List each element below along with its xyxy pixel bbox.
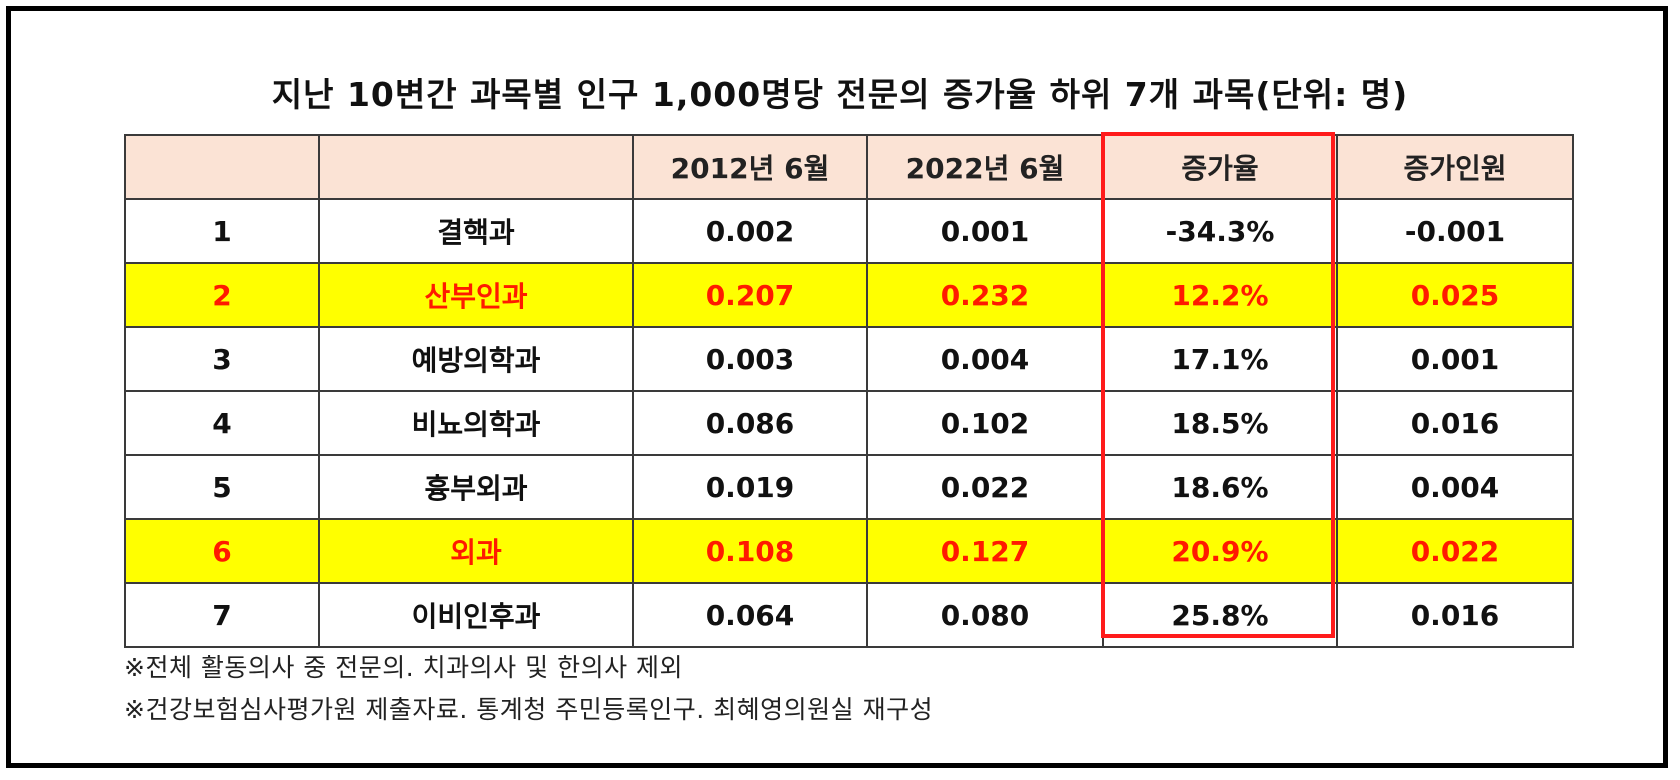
table-row: 3 예방의학과 0.003 0.004 17.1% 0.001 xyxy=(124,326,1574,392)
rank-cell: 5 xyxy=(124,454,320,520)
department-cell: 결핵과 xyxy=(318,198,634,264)
department-cell: 예방의학과 xyxy=(318,326,634,392)
department-cell: 비뇨의학과 xyxy=(318,390,634,456)
rate-cell: 20.9% xyxy=(1102,518,1338,584)
table-row: 4 비뇨의학과 0.086 0.102 18.5% 0.016 xyxy=(124,390,1574,456)
value-2022-cell: 0.022 xyxy=(866,454,1104,520)
rate-cell: 18.6% xyxy=(1102,454,1338,520)
header-cell-2012: 2012년 6월 xyxy=(632,134,868,200)
table-row-highlighted: 2 산부인과 0.207 0.232 12.2% 0.025 xyxy=(124,262,1574,328)
header-cell-name xyxy=(318,134,634,200)
department-cell: 이비인후과 xyxy=(318,582,634,648)
rate-cell: 25.8% xyxy=(1102,582,1338,648)
rank-cell: 2 xyxy=(124,262,320,328)
increase-cell: 0.016 xyxy=(1336,390,1574,456)
table-row: 1 결핵과 0.002 0.001 -34.3% -0.001 xyxy=(124,198,1574,264)
department-cell: 흉부외과 xyxy=(318,454,634,520)
rate-cell: -34.3% xyxy=(1102,198,1338,264)
value-2012-cell: 0.019 xyxy=(632,454,868,520)
table-row: 7 이비인후과 0.064 0.080 25.8% 0.016 xyxy=(124,582,1574,648)
increase-cell: -0.001 xyxy=(1336,198,1574,264)
rate-cell: 12.2% xyxy=(1102,262,1338,328)
increase-cell: 0.025 xyxy=(1336,262,1574,328)
value-2022-cell: 0.004 xyxy=(866,326,1104,392)
table-row-highlighted: 6 외과 0.108 0.127 20.9% 0.022 xyxy=(124,518,1574,584)
value-2012-cell: 0.207 xyxy=(632,262,868,328)
rank-cell: 4 xyxy=(124,390,320,456)
rank-cell: 3 xyxy=(124,326,320,392)
rate-cell: 18.5% xyxy=(1102,390,1338,456)
header-cell-rank xyxy=(124,134,320,200)
value-2012-cell: 0.086 xyxy=(632,390,868,456)
increase-cell: 0.004 xyxy=(1336,454,1574,520)
value-2022-cell: 0.232 xyxy=(866,262,1104,328)
header-cell-2022: 2022년 6월 xyxy=(866,134,1104,200)
footnote-source: ※건강보험심사평가원 제출자료. 통계청 주민등록인구. 최혜영의원실 재구성 xyxy=(124,695,934,724)
value-2012-cell: 0.064 xyxy=(632,582,868,648)
rate-cell: 17.1% xyxy=(1102,326,1338,392)
rank-cell: 7 xyxy=(124,582,320,648)
header-cell-rate: 증가율 xyxy=(1102,134,1338,200)
value-2022-cell: 0.080 xyxy=(866,582,1104,648)
value-2022-cell: 0.102 xyxy=(866,390,1104,456)
value-2012-cell: 0.108 xyxy=(632,518,868,584)
table-header-row: 2012년 6월 2022년 6월 증가율 증가인원 xyxy=(124,134,1574,200)
increase-cell: 0.016 xyxy=(1336,582,1574,648)
value-2012-cell: 0.003 xyxy=(632,326,868,392)
table-row: 5 흉부외과 0.019 0.022 18.6% 0.004 xyxy=(124,454,1574,520)
value-2022-cell: 0.001 xyxy=(866,198,1104,264)
header-cell-increase: 증가인원 xyxy=(1336,134,1574,200)
increase-cell: 0.001 xyxy=(1336,326,1574,392)
data-table: 2012년 6월 2022년 6월 증가율 증가인원 1 결핵과 0.002 0… xyxy=(124,134,1574,648)
footnote-scope: ※전체 활동의사 중 전문의. 치과의사 및 한의사 제외 xyxy=(124,653,684,682)
value-2012-cell: 0.002 xyxy=(632,198,868,264)
increase-cell: 0.022 xyxy=(1336,518,1574,584)
department-cell: 외과 xyxy=(318,518,634,584)
department-cell: 산부인과 xyxy=(318,262,634,328)
rank-cell: 6 xyxy=(124,518,320,584)
table-title: 지난 10변간 과목별 인구 1,000명당 전문의 증가율 하위 7개 과목(… xyxy=(271,75,1409,114)
value-2022-cell: 0.127 xyxy=(866,518,1104,584)
rank-cell: 1 xyxy=(124,198,320,264)
